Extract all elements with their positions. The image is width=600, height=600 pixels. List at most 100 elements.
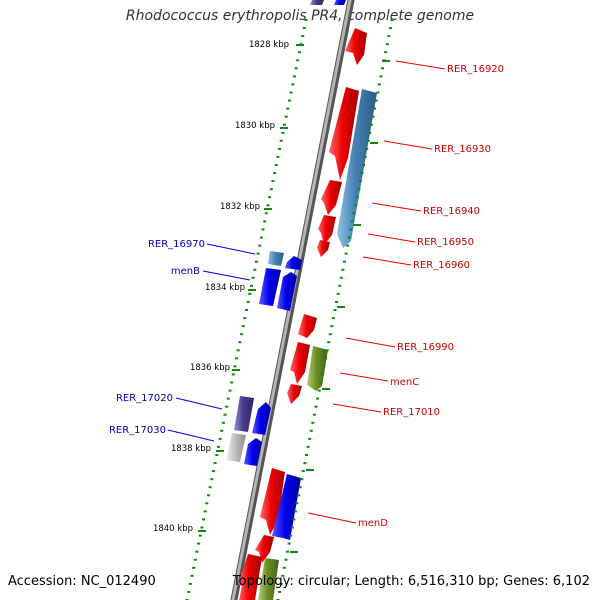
ruler-minor-tick [387, 35, 391, 38]
ruler-minor-tick [379, 75, 383, 78]
leader-line [206, 243, 256, 255]
ruler-minor-tick [308, 437, 312, 440]
ruler-minor-tick [216, 445, 220, 448]
gene-arrow[interactable] [310, 0, 324, 5]
ruler-minor-tick [236, 349, 240, 352]
gene-label[interactable]: RER_17010 [383, 407, 440, 418]
ruler-minor-tick [305, 454, 308, 456]
gene-arrow[interactable] [244, 438, 262, 466]
gene-label[interactable]: RER_16950 [417, 237, 474, 248]
gene-arrow[interactable] [285, 256, 302, 270]
ruler-minor-tick [192, 566, 196, 569]
ruler-minor-tick [338, 284, 342, 287]
ruler-minor-tick [290, 526, 294, 529]
gene-arrow[interactable] [290, 342, 310, 384]
gene-arrow[interactable] [268, 251, 284, 266]
ruler-label: 1830 kbp [235, 121, 275, 131]
ruler-minor-tick [284, 558, 288, 561]
gene-arrow[interactable] [234, 396, 254, 432]
gene-arrow[interactable] [226, 433, 246, 462]
ruler-minor-tick [190, 574, 194, 577]
ruler-minor-tick [197, 542, 201, 545]
ruler-minor-tick [211, 470, 215, 473]
ruler-minor-tick [200, 526, 204, 529]
ruler-minor-tick [283, 123, 286, 126]
ruler-minor-tick [362, 164, 365, 166]
gene-arrow[interactable] [334, 0, 346, 5]
ruler-minor-tick [330, 325, 334, 328]
gene-arrow[interactable] [317, 240, 330, 257]
ruler-minor-tick [218, 437, 222, 440]
gene-arrow[interactable] [259, 268, 281, 306]
ruler-minor-tick [207, 494, 210, 497]
gene-arrow[interactable] [255, 535, 274, 563]
ruler-minor-tick [301, 470, 305, 473]
ruler-minor-tick [292, 75, 296, 78]
ruler-minor-tick [309, 429, 313, 432]
ruler-minor-tick [245, 309, 248, 311]
ruler-minor-tick [238, 341, 242, 344]
gene-label[interactable]: RER_16970 [148, 239, 205, 250]
gene-label[interactable]: RER_16960 [413, 260, 470, 271]
ruler-minor-tick [344, 252, 348, 255]
gene-label[interactable]: menC [390, 377, 419, 388]
gene-arrow[interactable] [272, 474, 301, 540]
gene-arrow[interactable] [321, 180, 342, 215]
ruler-minor-tick [221, 421, 225, 424]
ruler-minor-tick [368, 131, 372, 134]
gene-label[interactable]: RER_16990 [397, 342, 454, 353]
ruler-minor-tick [366, 139, 370, 142]
gene-arrow[interactable] [287, 384, 302, 404]
ruler-minor-tick [347, 236, 351, 239]
gene-arrow[interactable] [258, 558, 279, 600]
gene-arrow[interactable] [318, 215, 336, 245]
ruler-minor-tick [228, 389, 232, 392]
ruler-minor-tick [341, 268, 345, 271]
gene-label[interactable]: RER_16920 [447, 64, 504, 75]
ruler-minor-tick [328, 333, 332, 336]
leader-line [307, 512, 357, 524]
gene-label[interactable]: menB [171, 266, 200, 277]
ruler-minor-tick [298, 486, 302, 489]
leader-line [339, 372, 389, 382]
ruler-minor-tick [193, 558, 197, 561]
ruler-minor-tick [226, 397, 230, 400]
gene-arrow[interactable] [345, 28, 367, 65]
gene-arrow[interactable] [337, 89, 377, 248]
ruler-minor-tick [203, 510, 207, 513]
ruler-minor-tick [276, 155, 280, 158]
gene-arrow[interactable] [329, 87, 359, 180]
ruler-minor-tick [376, 91, 380, 94]
ruler-minor-tick [287, 542, 291, 545]
gene-label[interactable]: RER_17030 [109, 425, 166, 436]
gene-label[interactable]: RER_16930 [434, 144, 491, 155]
ruler-minor-tick [312, 413, 316, 416]
gene-arrow[interactable] [238, 554, 262, 600]
leader-line [332, 403, 382, 413]
ruler-minor-tick [210, 478, 214, 481]
ruler-minor-tick [302, 27, 306, 30]
ruler-minor-tick [266, 204, 270, 207]
map-title: Rhodococcus erythropolis PR4, complete g… [125, 8, 475, 24]
ruler-minor-tick [254, 260, 258, 263]
gene-arrow[interactable] [277, 272, 297, 311]
ruler-minor-tick [331, 317, 335, 320]
gene-arrow[interactable] [260, 468, 285, 535]
ruler-minor-tick [304, 19, 308, 21]
gene-label[interactable]: menD [358, 518, 388, 529]
ruler-minor-tick [343, 260, 346, 263]
ruler-minor-tick [369, 123, 373, 126]
ruler-minor-tick [355, 196, 359, 199]
gene-arrow[interactable] [298, 314, 317, 338]
gene-label[interactable]: RER_16940 [423, 206, 480, 217]
gene-arrow[interactable] [307, 346, 328, 391]
ruler-minor-tick [381, 67, 384, 70]
gene-label[interactable]: RER_17020 [116, 393, 173, 404]
ruler-minor-tick [357, 188, 361, 191]
ruler-minor-tick [281, 131, 285, 134]
ruler-minor-tick [273, 172, 277, 175]
gene-arrow[interactable] [252, 402, 271, 435]
ruler-ticks [198, 44, 390, 553]
ruler-minor-tick [346, 244, 350, 247]
